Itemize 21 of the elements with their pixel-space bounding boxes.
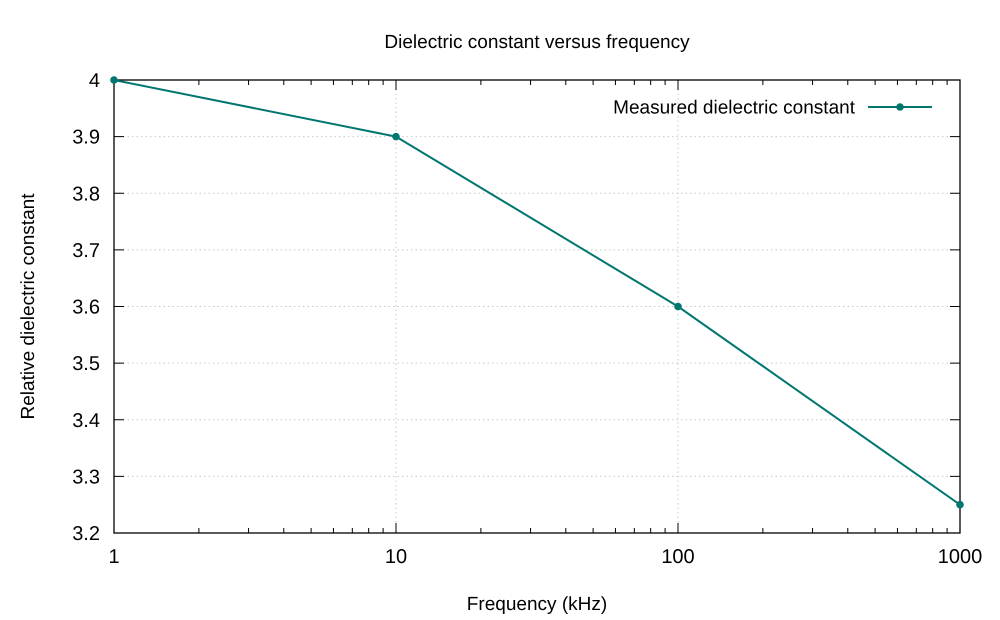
x-tick-label: 1: [108, 546, 120, 568]
y-tick-label: 3.3: [72, 466, 100, 488]
point: [956, 500, 964, 508]
y-tick-label: 3.2: [72, 523, 100, 545]
y-tick-label: 3.7: [72, 240, 100, 262]
point: [110, 76, 118, 84]
legend-label: Measured dielectric constant: [613, 98, 856, 119]
x-tick-label: 1000: [938, 546, 982, 568]
x-axis-title: Frequency (kHz): [466, 594, 608, 615]
y-tick-label: 3.6: [72, 296, 100, 318]
point: [674, 302, 682, 310]
y-tick-label: 3.9: [72, 126, 100, 149]
y-tick-label: 4: [88, 70, 100, 92]
y-tick-label: 3.4: [72, 410, 100, 432]
x-tick-label: 100: [661, 546, 695, 568]
chart-title: Dielectric constant versus frequency: [384, 32, 690, 53]
x-tick-label: 10: [384, 546, 408, 568]
y-tick-label: 3.8: [72, 183, 100, 206]
y-tick-label: 3.5: [72, 353, 100, 376]
point: [392, 132, 400, 140]
y-axis-title: Relative dielectric constant: [18, 192, 39, 420]
